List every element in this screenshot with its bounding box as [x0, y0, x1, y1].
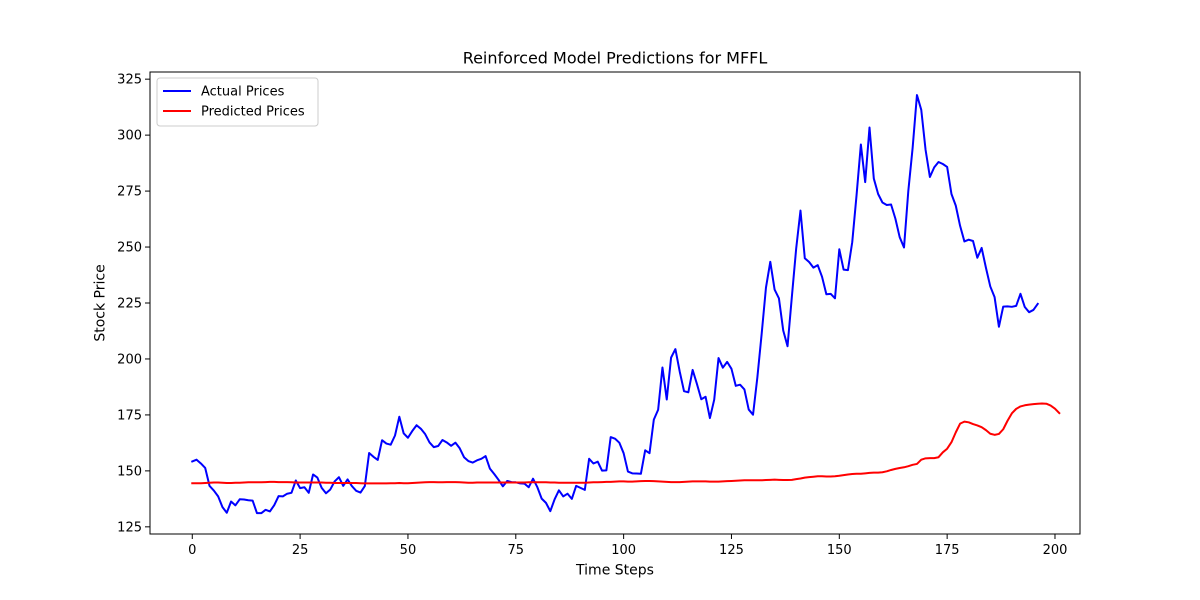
x-tick-label: 175 [935, 543, 960, 558]
legend-label-predicted-prices: Predicted Prices [201, 105, 305, 120]
x-tick-label: 200 [1043, 543, 1068, 558]
legend-label-actual-prices: Actual Prices [201, 85, 285, 100]
y-tick-label: 225 [117, 297, 142, 312]
legend: Actual Prices Predicted Prices [156, 77, 319, 127]
x-tick-label: 125 [719, 543, 744, 558]
y-tick-label: 175 [117, 408, 142, 423]
y-tick-label: 125 [117, 520, 142, 535]
plot-area: 0 25 50 75 100 125 150 175 200 125 150 175 200 225 250… [117, 71, 1081, 558]
y-tick-label: 200 [117, 352, 142, 367]
y-tick-label: 325 [117, 73, 142, 88]
y-tick-label: 275 [117, 185, 142, 200]
x-tick-label: 50 [400, 543, 417, 558]
series-line-actual-prices [190, 94, 1040, 515]
legend-box [156, 77, 319, 127]
y-tick-label: 250 [117, 241, 142, 256]
y-tick-label: 150 [117, 464, 142, 479]
x-tick-label: 0 [188, 543, 196, 558]
x-axis-label: Time Steps [575, 563, 654, 579]
x-tick-label: 100 [611, 543, 636, 558]
y-tick-label: 300 [117, 129, 142, 144]
x-tick-label: 25 [292, 543, 309, 558]
y-axis-label: Stock Price [93, 264, 109, 341]
x-tick-label: 75 [508, 543, 525, 558]
series-line-predicted-prices [191, 402, 1061, 485]
x-tick-label: 150 [827, 543, 852, 558]
chart-title: Reinforced Model Predictions for MFFL [463, 49, 768, 68]
